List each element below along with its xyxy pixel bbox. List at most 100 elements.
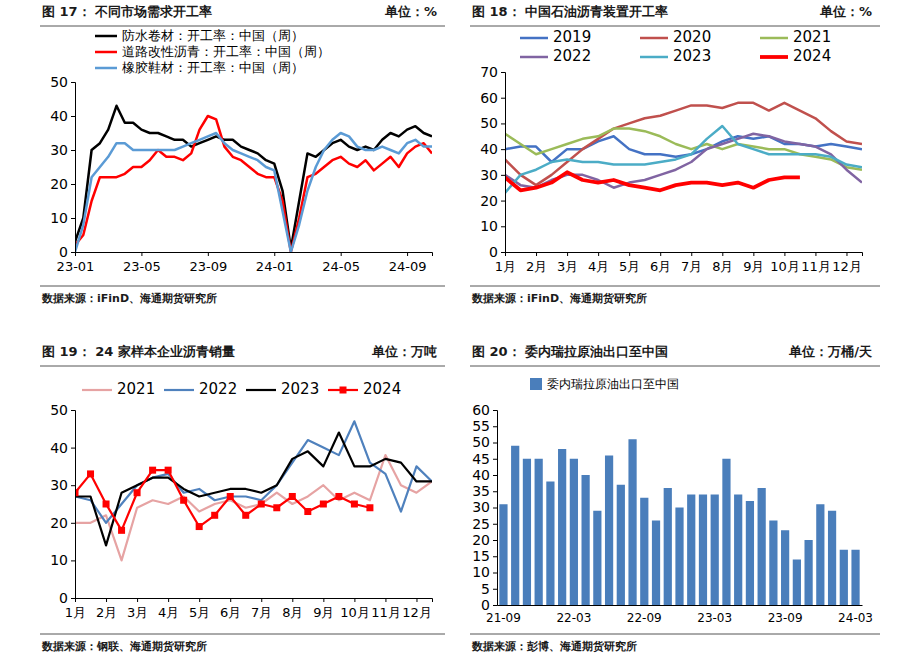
legend-label: 防水卷材：开工率：中国（周）	[122, 28, 304, 43]
y-tick-label: 30	[480, 167, 498, 183]
bar	[605, 456, 613, 606]
y-tick: 20	[50, 176, 75, 192]
y-tick-mark	[71, 184, 75, 185]
x-tick: 5月	[189, 598, 210, 620]
x-tick: 22-03	[556, 605, 591, 625]
y-tick: 20	[480, 193, 505, 209]
y-axis: 01020304050	[50, 402, 75, 606]
legend-label: 2021	[117, 380, 155, 398]
y-tick-mark	[501, 175, 505, 176]
x-tick: 11月	[371, 598, 401, 620]
bar	[769, 521, 777, 606]
x-tick: 24-05	[322, 252, 360, 274]
legend-swatch	[530, 378, 542, 390]
x-tick-label: 6月	[650, 259, 671, 274]
marker	[227, 493, 234, 500]
legend-swatch	[520, 37, 548, 40]
x-tick: 23-01	[57, 252, 95, 274]
x-tick-label: 2月	[526, 259, 547, 274]
x-tick-mark	[846, 252, 847, 256]
y-tick-label: 45	[472, 451, 490, 467]
legend-label: 2021	[793, 28, 831, 46]
x-tick-label: 11月	[371, 605, 401, 620]
x-tick-label: 9月	[313, 605, 334, 620]
x-tick-label: 10月	[340, 605, 370, 620]
marker	[320, 501, 327, 508]
y-tick: 50	[50, 402, 75, 418]
y-tick-mark	[501, 72, 505, 73]
marker	[335, 493, 342, 500]
marker	[304, 508, 311, 515]
legend-label: 橡胶鞋材：开工率：中国（周）	[122, 60, 304, 75]
marker	[149, 467, 156, 474]
x-axis: 21-0922-0322-0923-0323-0924-03	[486, 605, 873, 625]
y-tick: 10	[50, 210, 75, 226]
x-tick: 12月	[832, 252, 862, 274]
y-tick-mark	[71, 448, 75, 449]
marker	[118, 527, 125, 534]
legend-label: 2024	[363, 380, 401, 398]
y-tick: 50	[50, 74, 75, 90]
x-tick: 23-09	[768, 605, 803, 625]
y-tick-mark	[501, 123, 505, 124]
y-tick-label: 10	[50, 210, 68, 226]
y-tick-mark	[71, 218, 75, 219]
x-tick-mark	[341, 252, 342, 256]
footer-rule	[40, 286, 445, 287]
x-tick-label: 1月	[495, 259, 516, 274]
x-tick-label: 24-05	[322, 259, 360, 274]
x-tick: 11月	[801, 252, 831, 274]
x-tick-mark	[261, 598, 262, 602]
x-tick-label: 24-09	[389, 259, 427, 274]
x-axis: 1月2月3月4月5月6月7月8月9月10月11月12月	[65, 598, 433, 620]
header-rule	[470, 26, 880, 27]
bar	[711, 495, 719, 606]
bar	[804, 540, 812, 605]
x-tick-mark	[753, 252, 754, 256]
bar	[851, 550, 859, 605]
x-axis-line	[76, 253, 433, 257]
x-tick-mark	[505, 252, 506, 256]
bar	[758, 488, 766, 605]
x-tick-label: 23-09	[189, 259, 227, 274]
y-tick: 55	[472, 418, 497, 434]
y-tick: 35	[472, 483, 497, 499]
line	[75, 455, 432, 560]
x-tick: 22-09	[627, 605, 662, 625]
x-tick-label: 24-01	[256, 259, 294, 274]
x-tick-label: 1月	[65, 605, 86, 620]
x-tick-label: 4月	[158, 605, 179, 620]
header-rule	[470, 366, 880, 367]
legend-label: 2022	[553, 47, 591, 65]
y-tick-mark	[71, 150, 75, 151]
y-tick-label: 30	[50, 477, 68, 493]
y-tick-label: 30	[50, 142, 68, 158]
y-tick-mark	[493, 573, 497, 574]
x-tick-mark	[567, 252, 568, 256]
x-tick-label: 6月	[220, 605, 241, 620]
bar	[523, 459, 531, 605]
x-tick-mark	[274, 252, 275, 256]
x-tick-label: 12月	[832, 259, 862, 274]
y-tick: 40	[480, 141, 505, 157]
legend-label: 委内瑞拉原油出口至中国	[547, 377, 679, 391]
y-axis: 051015202530354045505560	[472, 402, 497, 613]
y-tick: 50	[480, 115, 505, 131]
y-tick-mark	[501, 149, 505, 150]
y-tick: 0	[489, 244, 505, 260]
marker	[196, 523, 203, 530]
y-tick: 60	[472, 402, 497, 418]
legend-label: 2020	[673, 28, 711, 46]
y-tick: 10	[50, 552, 75, 568]
y-tick: 40	[50, 440, 75, 456]
x-tick-label: 23-03	[697, 611, 732, 625]
x-tick-mark	[416, 598, 417, 602]
legend-swatch	[95, 67, 117, 70]
legend-swatch	[95, 35, 117, 38]
x-tick: 10月	[340, 598, 370, 620]
line	[75, 106, 432, 249]
unit: 单位：%	[819, 4, 872, 19]
y-tick-label: 0	[59, 244, 68, 260]
bar	[746, 501, 754, 605]
bar	[570, 459, 578, 605]
